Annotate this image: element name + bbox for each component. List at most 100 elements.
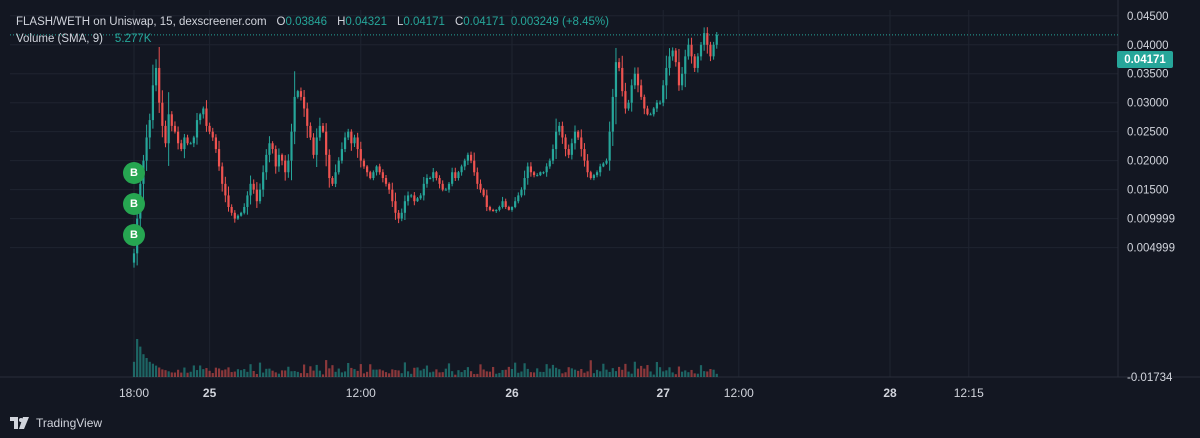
- volume-bar: [268, 368, 271, 377]
- candle-body: [526, 166, 529, 179]
- price-tick-label: 0.01500: [1127, 185, 1169, 197]
- candle-body: [690, 44, 693, 57]
- legend-close-key: C: [454, 16, 464, 28]
- candle-body: [208, 125, 211, 132]
- volume-bar: [403, 362, 406, 377]
- volume-bar: [614, 371, 618, 377]
- volume-bar: [709, 369, 712, 377]
- candle-body: [573, 131, 577, 144]
- volume-bar: [227, 367, 230, 377]
- candle-body: [536, 175, 539, 177]
- chart-legend: FLASH/WETH on Uniswap, 15, dexscreener.c…: [16, 14, 609, 48]
- chart-grid: [0, 0, 1200, 378]
- legend-change: 0.003249 (+8.45%): [510, 16, 609, 28]
- candle-body: [158, 67, 161, 103]
- candle-body: [195, 120, 199, 138]
- candle-body: [605, 160, 608, 164]
- candle-body: [466, 154, 469, 161]
- volume-bar: [558, 369, 561, 377]
- candle-body: [652, 108, 655, 115]
- volume-bar: [703, 371, 706, 377]
- legend-title: FLASH/WETH on Uniswap, 15, dexscreener.c…: [16, 16, 267, 28]
- price-tick-label: 0.03500: [1127, 69, 1169, 81]
- candle-body: [369, 172, 372, 179]
- candle-body: [167, 114, 170, 144]
- legend-ohlc-row: FLASH/WETH on Uniswap, 15, dexscreener.c…: [16, 14, 609, 31]
- volume-bar: [183, 367, 186, 377]
- volume-bar: [447, 363, 451, 377]
- candle-body: [429, 178, 432, 180]
- volume-bar: [627, 371, 630, 377]
- volume-bar: [561, 373, 564, 377]
- volume-bar: [277, 373, 280, 377]
- candle-body: [674, 50, 677, 63]
- candle-body: [703, 33, 706, 45]
- candle-body: [145, 137, 148, 161]
- volume-bar: [154, 365, 158, 377]
- buy-marker[interactable]: B: [123, 224, 145, 246]
- volume-bar: [413, 367, 416, 377]
- candle-body: [681, 73, 684, 86]
- candle-body: [640, 85, 643, 97]
- legend-open-key: O: [276, 16, 286, 28]
- volume-bar: [441, 372, 444, 377]
- time-tick-label: 18:00: [119, 386, 149, 400]
- candle-body: [636, 73, 640, 86]
- candle-body: [425, 178, 429, 184]
- volume-bar: [195, 370, 199, 377]
- candle-body: [164, 125, 167, 144]
- volume-bar: [706, 371, 709, 377]
- volume-value: 5.277K: [114, 33, 152, 45]
- candle-body: [501, 201, 504, 208]
- volume-bar: [583, 372, 586, 377]
- volume-bar: [457, 370, 460, 377]
- candle-body: [492, 209, 495, 212]
- volume-bar: [306, 373, 309, 377]
- candle-body: [706, 33, 709, 45]
- buy-marker[interactable]: B: [123, 162, 145, 184]
- candle-body: [696, 56, 699, 68]
- volume-bar: [366, 371, 369, 377]
- volume-bar: [158, 367, 161, 377]
- volume-bar: [136, 339, 139, 377]
- tradingview-logo-icon[interactable]: [10, 417, 30, 429]
- volume-bar: [529, 372, 532, 377]
- candle-body: [633, 73, 636, 86]
- candle-body: [658, 102, 662, 104]
- candle-body: [384, 178, 388, 184]
- candle-body: [170, 114, 173, 126]
- price-tick-label: 0.02000: [1127, 156, 1169, 168]
- candle-body: [306, 108, 309, 126]
- volume-bar: [299, 373, 303, 377]
- candle-body: [618, 62, 621, 68]
- volume-bar: [602, 363, 605, 377]
- volume-bar: [258, 362, 262, 377]
- candle-body: [684, 56, 687, 74]
- volume-bar: [482, 369, 485, 377]
- buy-marker[interactable]: B: [123, 193, 145, 215]
- volume-bar: [605, 369, 608, 377]
- candle-body: [643, 96, 646, 109]
- volume-bar: [202, 369, 205, 377]
- candle-body: [217, 149, 221, 167]
- candle-body: [586, 160, 589, 173]
- volume-bar: [334, 371, 337, 377]
- candle-body: [240, 212, 243, 216]
- candle-body: [303, 96, 306, 109]
- candle-body: [419, 195, 422, 199]
- candle-body: [532, 172, 536, 176]
- volume-bar: [655, 361, 658, 377]
- volume-bar: [564, 372, 567, 377]
- tradingview-brand[interactable]: TradingView: [36, 416, 103, 430]
- volume-bar: [170, 372, 173, 377]
- candle-body: [517, 195, 520, 202]
- candle-body: [173, 125, 177, 132]
- candle-body: [469, 154, 473, 161]
- candle-body: [624, 91, 627, 109]
- volume-bar: [205, 368, 208, 377]
- volume-bar: [296, 371, 299, 377]
- candle-body: [381, 172, 384, 179]
- volume-bar: [532, 372, 536, 377]
